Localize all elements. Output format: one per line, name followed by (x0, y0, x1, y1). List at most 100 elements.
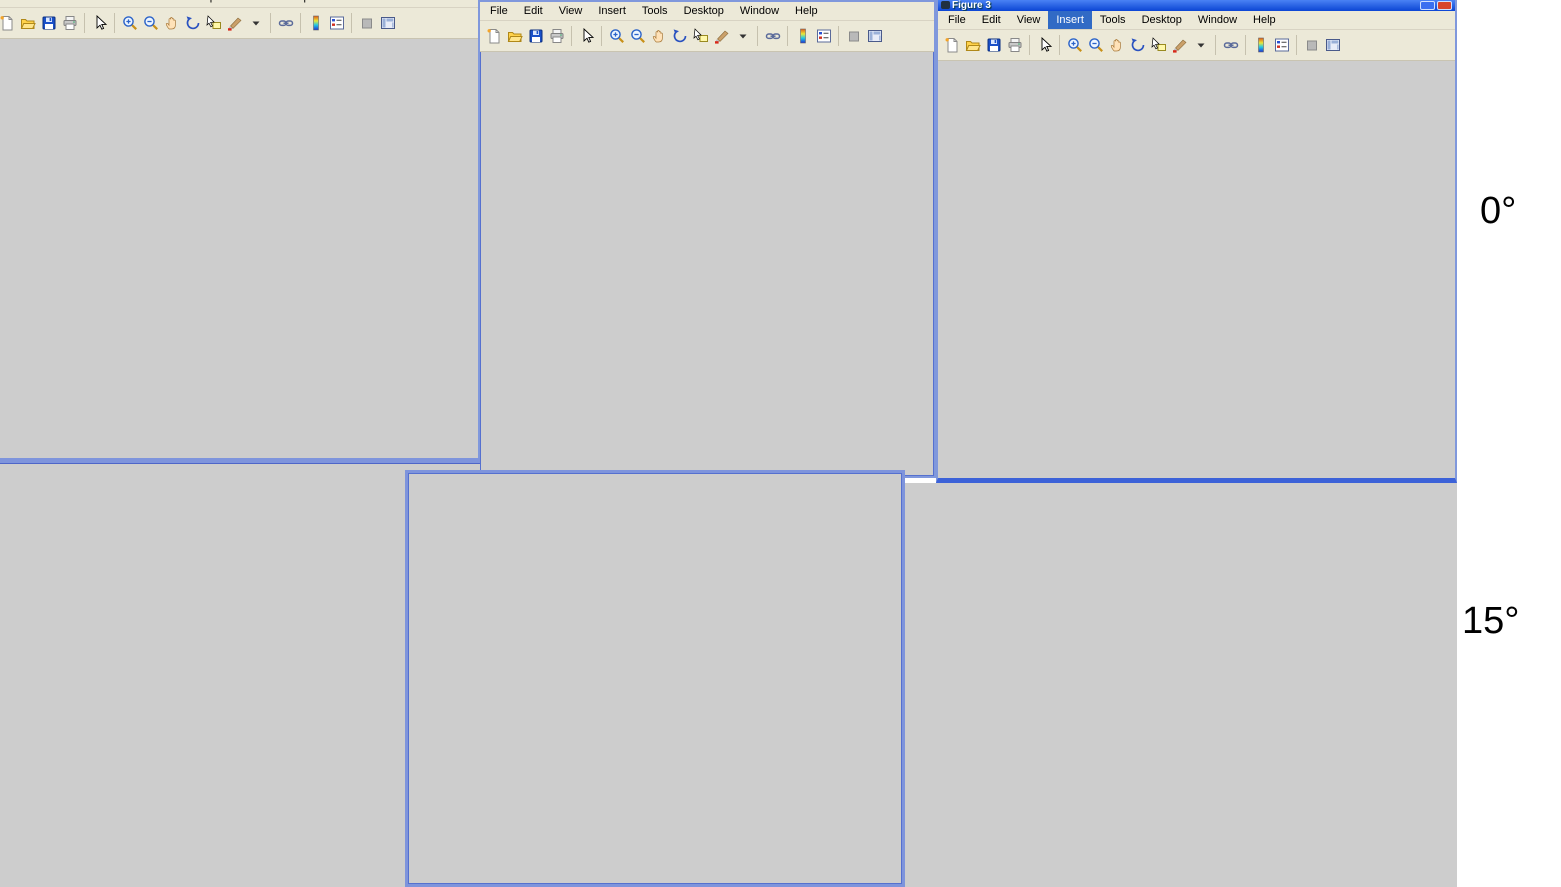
insert-colorbar-icon[interactable] (1250, 34, 1271, 57)
menu-item-view[interactable]: View (558, 5, 583, 17)
toolbar-separator (270, 13, 271, 33)
print-icon[interactable] (1004, 34, 1025, 57)
menu-item-window[interactable]: Window (224, 0, 279, 6)
brush-dropdown-icon[interactable] (1190, 34, 1211, 57)
brush-dropdown-icon[interactable] (732, 25, 753, 48)
menu-item-edit[interactable]: Edit (523, 5, 543, 17)
link-plot-icon[interactable] (275, 12, 296, 35)
save-icon[interactable] (525, 25, 546, 48)
title-bar[interactable]: Figure 3 (938, 0, 1455, 11)
maximize-button[interactable] (1420, 1, 1435, 10)
pointer-icon[interactable] (1034, 34, 1055, 57)
plot-tools-on-icon[interactable] (864, 25, 885, 48)
toolbar-separator (1245, 35, 1246, 55)
toolbar-separator (1059, 35, 1060, 55)
toolbar-separator (1029, 35, 1030, 55)
insert-legend-icon[interactable] (1271, 34, 1292, 57)
pan-icon[interactable] (161, 12, 182, 35)
menu-item-help[interactable]: Help (1253, 14, 1276, 26)
menu-item-desktop[interactable]: Desktop (1141, 14, 1182, 26)
menu-item-edit[interactable]: Edit (981, 14, 1001, 26)
plot-tools-on-icon[interactable] (1322, 34, 1343, 57)
toolbar-separator (351, 13, 352, 33)
brush-icon[interactable] (711, 25, 732, 48)
insert-legend-icon[interactable] (326, 12, 347, 35)
rotate-3d-icon[interactable] (182, 12, 203, 35)
pan-icon[interactable] (1106, 34, 1127, 57)
menu-bar: File Edit View Insert Tools Desktop Window Help (938, 11, 1455, 30)
rotation-label-0deg: 0° (1480, 190, 1517, 232)
zoom-out-icon[interactable] (1085, 34, 1106, 57)
menu-item-window[interactable]: Window (1197, 14, 1238, 26)
menu-item-tools[interactable]: Tools (641, 5, 668, 17)
zoom-in-icon[interactable] (119, 12, 140, 35)
toolbar-separator (1296, 35, 1297, 55)
menu-item-window[interactable]: Window (739, 5, 780, 17)
menu-item-insert[interactable]: Insert (1048, 11, 1092, 29)
figure-window-original-0deg: FileEditViewInsertToolsDesktopWindowHelp… (0, 0, 478, 458)
menu-item-insert[interactable]: Insert (82, 0, 126, 6)
data-cursor-icon[interactable] (203, 12, 224, 35)
open-folder-icon[interactable] (504, 25, 525, 48)
insert-colorbar-icon[interactable] (305, 12, 326, 35)
toolbar-separator (1215, 35, 1216, 55)
figure-window-fft-0deg: File Edit View Insert Tools Desktop Window Help… (478, 0, 936, 478)
toolbar-separator (601, 26, 602, 46)
figure-window-filtered-15deg: gefiltert 100100200200300300400400500500… (905, 483, 1457, 887)
save-icon[interactable] (983, 34, 1004, 57)
new-document-icon[interactable] (0, 12, 17, 35)
link-plot-icon[interactable] (1220, 34, 1241, 57)
menu-item-help[interactable]: Help (795, 5, 818, 17)
toolbar-separator (757, 26, 758, 46)
data-cursor-icon[interactable] (690, 25, 711, 48)
menu-item-view[interactable]: View (43, 0, 83, 6)
menu-item-desktop[interactable]: Desktop (168, 0, 224, 6)
print-icon[interactable] (546, 25, 567, 48)
open-folder-icon[interactable] (17, 12, 38, 35)
plot-tools-on-icon[interactable] (377, 12, 398, 35)
data-cursor-icon[interactable] (1148, 34, 1169, 57)
brush-icon[interactable] (1169, 34, 1190, 57)
menu-item-desktop[interactable]: Desktop (683, 5, 724, 17)
menu-item-file[interactable]: File (948, 14, 966, 26)
plot-tools-off-icon[interactable] (843, 25, 864, 48)
plot-tools-off-icon[interactable] (1301, 34, 1322, 57)
new-document-icon[interactable] (483, 25, 504, 48)
toolbar-separator (838, 26, 839, 46)
zoom-out-icon[interactable] (627, 25, 648, 48)
menu-item-tools[interactable]: Tools (1099, 14, 1126, 26)
window-icon (941, 1, 950, 9)
menu-item-file[interactable]: File (0, 0, 8, 6)
menu-item-insert[interactable]: Insert (598, 5, 626, 17)
open-folder-icon[interactable] (962, 34, 983, 57)
new-document-icon[interactable] (941, 34, 962, 57)
figure-toolbar (480, 21, 934, 52)
zoom-out-icon[interactable] (140, 12, 161, 35)
plot-tools-off-icon[interactable] (356, 12, 377, 35)
zoom-in-icon[interactable] (1064, 34, 1085, 57)
rotate-3d-icon[interactable] (669, 25, 690, 48)
menu-item-help[interactable]: Help (279, 0, 318, 6)
menu-item-edit[interactable]: Edit (8, 0, 43, 6)
brush-dropdown-icon[interactable] (245, 12, 266, 35)
toolbar-separator (300, 13, 301, 33)
menu-bar: File Edit View Insert Tools Desktop Window Help (480, 2, 934, 21)
insert-legend-icon[interactable] (813, 25, 834, 48)
menu-item-view[interactable]: View (1016, 14, 1041, 26)
rotation-label-15deg: 15° (1462, 600, 1520, 642)
rotate-3d-icon[interactable] (1127, 34, 1148, 57)
insert-colorbar-icon[interactable] (792, 25, 813, 48)
close-button[interactable] (1437, 1, 1452, 10)
save-icon[interactable] (38, 12, 59, 35)
menu-item-tools[interactable]: Tools (126, 0, 168, 6)
menu-item-file[interactable]: File (490, 5, 508, 17)
pan-icon[interactable] (648, 25, 669, 48)
print-icon[interactable] (59, 12, 80, 35)
zoom-in-icon[interactable] (606, 25, 627, 48)
link-plot-icon[interactable] (762, 25, 783, 48)
pointer-icon[interactable] (89, 12, 110, 35)
pointer-icon[interactable] (576, 25, 597, 48)
toolbar-separator (571, 26, 572, 46)
brush-icon[interactable] (224, 12, 245, 35)
